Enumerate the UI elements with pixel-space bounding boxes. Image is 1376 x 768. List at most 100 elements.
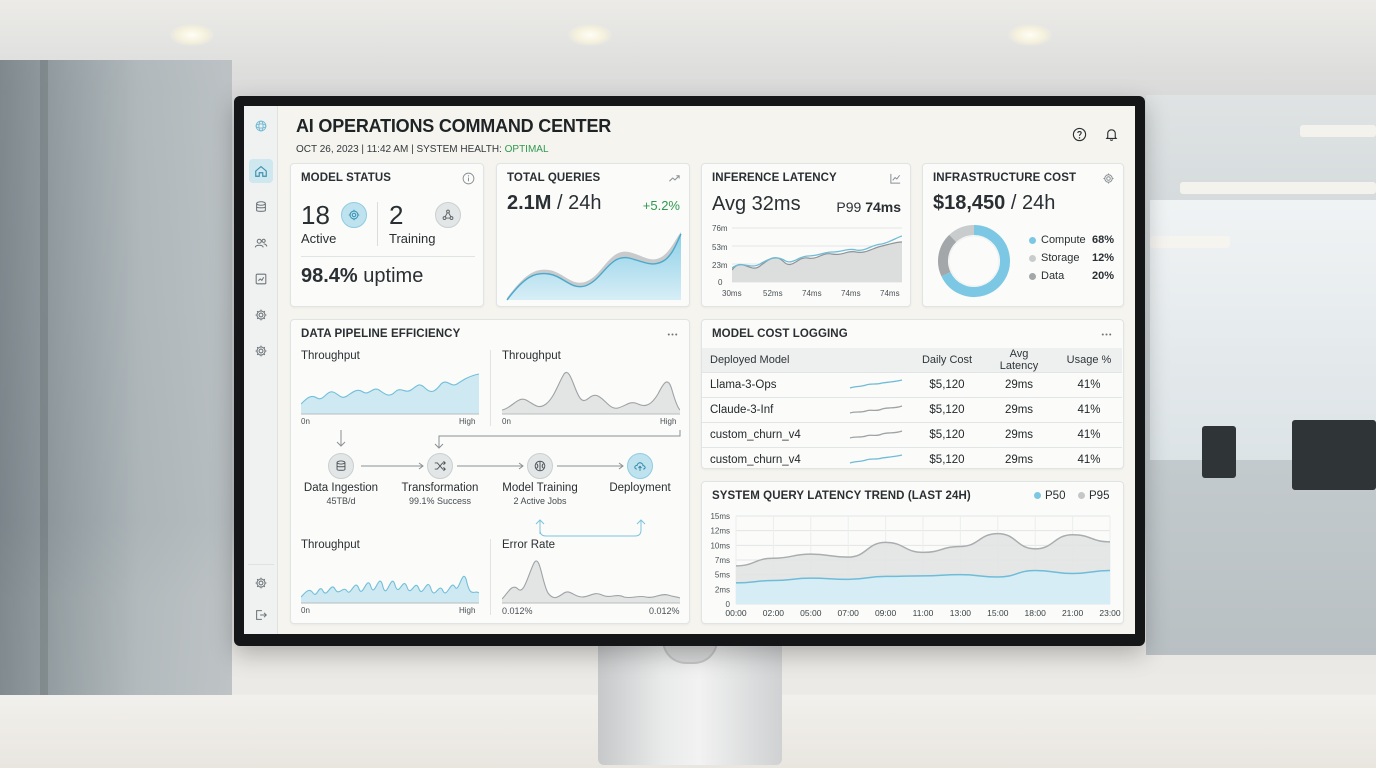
latency-p99: P99 74ms <box>836 199 901 215</box>
column-header <box>840 348 912 373</box>
pipeline-flow-diagram <box>336 430 681 537</box>
table-row[interactable]: Claude-3-Inf $5,120 29ms 41% <box>702 397 1122 423</box>
y-tick: 76m <box>712 224 728 233</box>
x-tick: High <box>459 417 476 426</box>
x-tick-label: 15:00 <box>987 608 1009 618</box>
avg-latency: 29ms <box>982 422 1056 448</box>
latency-line-chart <box>732 227 902 283</box>
sidebar-item-home[interactable] <box>249 159 273 183</box>
column-header[interactable]: Daily Cost <box>912 348 982 373</box>
sidebar-item-users[interactable] <box>249 231 273 255</box>
x-tick: 30ms <box>722 289 742 298</box>
active-label: Active <box>301 231 337 246</box>
flow-arrow <box>336 430 346 447</box>
throughput-chart-3 <box>301 575 479 604</box>
bell-icon <box>1105 128 1117 141</box>
model-name: Claude-3-Inf <box>702 397 840 423</box>
trend-up-icon[interactable] <box>667 171 681 185</box>
logout-icon <box>256 610 267 620</box>
monitor: AI OPERATIONS COMMAND CENTER OCT 26, 202… <box>234 96 1145 646</box>
legend-label: Compute <box>1041 234 1086 246</box>
donut-slice-data[interactable] <box>938 234 957 277</box>
y-tick-label: 15ms <box>710 512 730 521</box>
shuffle-icon[interactable] <box>427 453 453 479</box>
flow-arrow <box>557 462 624 470</box>
stage-name: Transformation <box>401 482 479 494</box>
legend-swatch <box>1029 237 1036 244</box>
queries-period: / 24h <box>557 192 602 214</box>
cost-value: $18,450 / 24h <box>933 192 1055 215</box>
x-tick-label: 05:00 <box>800 608 822 618</box>
x-tick-label: 23:00 <box>1099 608 1121 618</box>
ceiling-stripe <box>1300 125 1376 137</box>
gear-icon[interactable] <box>1101 171 1115 185</box>
donut-inner-ring <box>948 235 1000 287</box>
table-row[interactable]: custom_churn_v4 $5,120 29ms 41% <box>702 422 1122 448</box>
ceiling-light <box>568 24 612 46</box>
card-title: MODEL STATUS <box>301 172 392 184</box>
column-header[interactable]: Avg Latency <box>982 348 1056 373</box>
sparkline <box>840 447 912 473</box>
ceiling-stripe <box>1180 182 1376 194</box>
gear-icon <box>255 577 267 589</box>
x-tick-label: 07:00 <box>838 608 860 618</box>
help-button[interactable] <box>1069 124 1089 144</box>
latency-avg: Avg 32ms <box>712 193 801 215</box>
uptime-value: 98.4% <box>301 265 358 287</box>
x-tick: 0.012% <box>502 606 533 616</box>
database-icon[interactable] <box>328 453 354 479</box>
more-icon[interactable] <box>1099 327 1113 341</box>
x-tick: 0n <box>301 417 310 426</box>
sidebar-item-settings[interactable] <box>249 303 273 327</box>
cloud-upload-icon[interactable] <box>627 453 653 479</box>
x-tick: High <box>459 606 476 615</box>
sidebar-item-reports[interactable] <box>249 267 273 291</box>
sidebar-item-data[interactable] <box>249 195 273 219</box>
table-row[interactable]: Llama-3-Ops $5,120 29ms 41% <box>702 372 1122 398</box>
column-header[interactable]: Deployed Model <box>702 348 840 373</box>
queries-area-chart <box>506 232 682 301</box>
background-monitor <box>1292 420 1376 490</box>
sparkline <box>840 397 912 423</box>
queries-change: +5.2% <box>642 198 680 213</box>
notifications-button[interactable] <box>1101 124 1121 144</box>
mini-chart-label: Throughput <box>301 350 360 362</box>
inference-latency-card: INFERENCE LATENCY Avg 32ms P99 74ms 76m … <box>701 163 911 307</box>
donut-slice-compute[interactable] <box>941 225 1010 297</box>
page-title: AI OPERATIONS COMMAND CENTER <box>296 116 612 136</box>
usage-percent: 41% <box>1056 447 1122 473</box>
stage-detail: 99.1% Success <box>408 496 472 506</box>
more-icon[interactable] <box>665 327 679 341</box>
model-name: Llama-3-Ops <box>702 372 840 398</box>
x-tick-label: 02:00 <box>763 608 785 618</box>
x-tick: 0n <box>502 417 511 426</box>
divider <box>490 539 491 615</box>
p99-value: 74ms <box>865 199 901 215</box>
sparkline <box>840 372 912 398</box>
model-cost-logging-card: MODEL COST LOGGING Deployed Model Daily … <box>701 319 1124 473</box>
x-tick-label: 11:00 <box>913 608 934 618</box>
ceiling-light <box>170 24 214 46</box>
brain-icon[interactable] <box>527 453 553 479</box>
model-name: custom_churn_v4 <box>702 447 840 473</box>
queries-number: 2.1M <box>507 192 552 214</box>
monitor-stand <box>598 645 782 765</box>
daily-cost: $5,120 <box>912 397 982 423</box>
flow-arrow <box>434 430 681 449</box>
infrastructure-cost-card: INFRASTRUCTURE COST $18,450 / 24h Comput… <box>922 163 1124 307</box>
database-icon <box>256 201 266 212</box>
sidebar-item-logout[interactable] <box>249 603 273 627</box>
flow-arrow <box>361 462 424 470</box>
info-icon[interactable] <box>461 171 475 185</box>
chart-icon[interactable] <box>888 171 902 185</box>
donut-slice-storage[interactable] <box>949 225 975 243</box>
error-rate-chart <box>502 560 680 604</box>
column-header[interactable]: Usage % <box>1056 348 1122 373</box>
sidebar-item-preferences[interactable] <box>249 571 273 595</box>
sidebar-item-config[interactable] <box>249 339 273 363</box>
avg-latency: 29ms <box>982 397 1056 423</box>
table-row[interactable]: custom_churn_v4 $5,120 29ms 41% <box>702 447 1122 473</box>
daily-cost: $5,120 <box>912 422 982 448</box>
active-count: 18 <box>301 200 330 230</box>
mini-chart-label: Throughput <box>502 350 561 362</box>
